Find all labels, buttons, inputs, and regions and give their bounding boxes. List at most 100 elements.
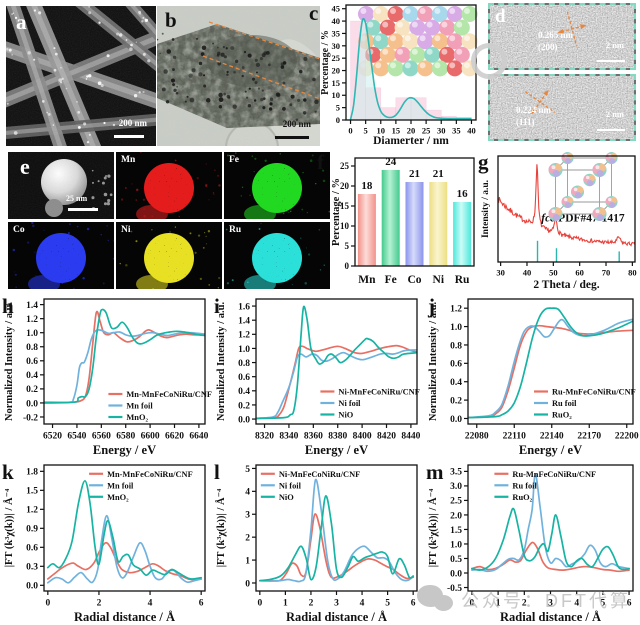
y-tick-label: 35 — [332, 28, 341, 38]
chart-i-xanes: 8320 8340 8360 8380 8400 8420 8440 0.0 0.2 0.4 0.6… — [216, 298, 421, 457]
legend-label: Ru foil — [512, 481, 537, 490]
scale-bar-label-b: 200 nm — [282, 119, 311, 129]
bar-Mn — [357, 194, 376, 266]
eds-label-ru: Ru — [229, 225, 242, 235]
eds-signal — [244, 163, 302, 219]
chart-m-exafs: 0 1 2 3 4 5 6 -0.5 0.0 0.5 1.0 1.5 2.0 2.5 3.0 3.5 Radia… — [427, 464, 634, 624]
x-tick-label: 4 — [574, 599, 579, 609]
series-line-Mn-MnFeCoNiRu/CNF — [46, 541, 203, 581]
y-tick-label: 3.0 — [450, 482, 462, 492]
watermark-text: 公众号：DFT代算 — [461, 591, 631, 611]
series-line-RuO₂ — [471, 507, 630, 571]
x-tick-label: 0 — [348, 126, 352, 136]
panel-j-xanes-ru: 22080 22110 22140 22170 22200 0.0 0.2 0.4 0.6 0.8… — [424, 292, 640, 458]
x-tick-label: 6560 — [92, 432, 111, 442]
y-tick-label: 0.4 — [26, 371, 38, 381]
xrd-pattern — [497, 164, 636, 247]
y-tick-label: 1.0 — [450, 540, 462, 550]
haadf-image: e 25 nm — [8, 152, 114, 219]
panel-letter-l: l — [214, 460, 220, 484]
eds-signal — [244, 233, 302, 289]
panel-letter-d: d — [495, 6, 506, 27]
y-tick-label: 5 — [345, 241, 350, 251]
panel-d-hrtem: d 0.265 nm (200) 2 nm 0.224 nm (111) 2 n… — [488, 3, 638, 147]
series-line-RuO₂ — [468, 307, 633, 419]
y-tick-label: 15 — [340, 201, 350, 211]
x-tick-label: 22080 — [465, 432, 489, 442]
y-axis-label: |FT (k³χ(k))| / Å⁻⁴ — [215, 488, 227, 567]
x-tick-label: 0 — [45, 599, 50, 609]
y-tick-label: 0.5 — [450, 555, 462, 565]
plot-border — [354, 157, 475, 267]
series-line-Ru foil — [471, 473, 630, 573]
eds-label-mn: Mn — [121, 155, 136, 165]
y-axis-label: Intensity / a.u. — [481, 180, 491, 238]
x-axis-label: Radial distance / Å — [500, 610, 601, 624]
y-tick-label: 0.8 — [450, 341, 462, 351]
x-tick-label: 25 — [422, 126, 431, 136]
x-tick-label: 6 — [411, 599, 416, 609]
y-tick-label: 1.5 — [450, 526, 462, 536]
eds-map-mn-texture — [116, 152, 222, 219]
plane-index-bottom: (111) — [516, 117, 535, 127]
legend-label: Ni-MnFeCoNiRu/CNF — [279, 470, 360, 479]
x-axis-label: 2 Theta / deg. — [533, 279, 599, 291]
x-tick-label: 60 — [575, 268, 584, 278]
scale-bar-d-bottom — [597, 128, 625, 131]
eds-label-fe: Fe — [229, 155, 240, 165]
panel-h-xanes-mn: 6520 6540 6560 6580 6600 6620 6640 -0.2 0.0 0.2 0.… — [0, 292, 212, 458]
x-tick-label: 22200 — [615, 432, 639, 442]
plot-border — [467, 298, 634, 425]
bar-Fe — [381, 170, 400, 266]
x-tick-label: 8340 — [279, 432, 298, 442]
legend-label: RuO₂ — [552, 411, 572, 420]
x-tick-label: 2 — [309, 599, 314, 609]
series-line-MnO₂ — [44, 308, 205, 404]
series-group — [258, 478, 415, 583]
bar-value-label: 16 — [457, 188, 469, 200]
eds-map-ni-texture — [116, 222, 222, 289]
x-tick-label: 22140 — [540, 432, 564, 442]
legend-label: MnO₂ — [126, 413, 148, 422]
y-tick-label: -0.5 — [447, 584, 462, 594]
legend-label: Mn-MnFeCoNiRu/CNF — [107, 470, 193, 479]
plot-border — [497, 155, 636, 263]
y-tick-label: 15 — [332, 78, 341, 88]
sem-image — [6, 6, 156, 146]
x-tick-label: 8360 — [304, 432, 323, 442]
x-tick-label: 2 — [97, 599, 102, 609]
bar-value-label: 21 — [433, 168, 444, 180]
legend-label: MnO₂ — [107, 493, 129, 502]
y-tick-label: 4 — [245, 488, 250, 498]
x-tick-label: 6 — [627, 599, 632, 609]
x-tick-label: 8380 — [328, 432, 347, 442]
y-tick-label: 20 — [340, 181, 350, 191]
plot-border — [255, 298, 418, 425]
scale-bar-label-d-bottom: 2 nm — [605, 109, 624, 119]
series-group — [46, 479, 203, 584]
d-spacing-top: 0.265 nm — [538, 30, 574, 40]
legend-label: Mn foil — [107, 481, 134, 490]
panel-letter-i: i — [214, 294, 220, 318]
y-tick-label: 1.2 — [26, 506, 38, 516]
x-tick-label: 50 — [549, 268, 558, 278]
legend-label: Ni-MnFeCoNiRu/CNF — [338, 388, 419, 397]
plot-border — [467, 464, 634, 592]
panel-c-size-distribution: 0 5 10 15 20 25 30 35 40 0 5 10 15 20 25 30 35 40 45 Diamer… — [320, 0, 480, 148]
panel-letter-e: e — [20, 154, 30, 179]
x-tick-label: 1 — [283, 599, 288, 609]
x-tick-label: 3 — [548, 599, 553, 609]
y-tick-label: 0.6 — [238, 373, 250, 383]
panel-l-exafs-ni: 0 1 2 3 4 5 6 0 1 2 3 4 5 Radial distance / Å |FT (k³χ… — [212, 458, 424, 625]
eds-label-ni: Ni — [121, 225, 131, 235]
x-tick-label: 5 — [364, 126, 368, 136]
panel-letter-c: c — [309, 1, 319, 25]
panel-letter-f: f — [317, 150, 324, 174]
y-tick-label: 0.8 — [26, 343, 38, 353]
series-line-NiO — [258, 495, 415, 582]
y-tick-label: 0 — [336, 115, 340, 125]
y-axis-label: |FT (k³χ(k))| / Å⁻⁴ — [427, 488, 439, 567]
bar-category-label: Mn — [358, 274, 376, 286]
x-tick-label: 22170 — [577, 432, 601, 442]
x-tick-label: 6620 — [165, 432, 184, 442]
